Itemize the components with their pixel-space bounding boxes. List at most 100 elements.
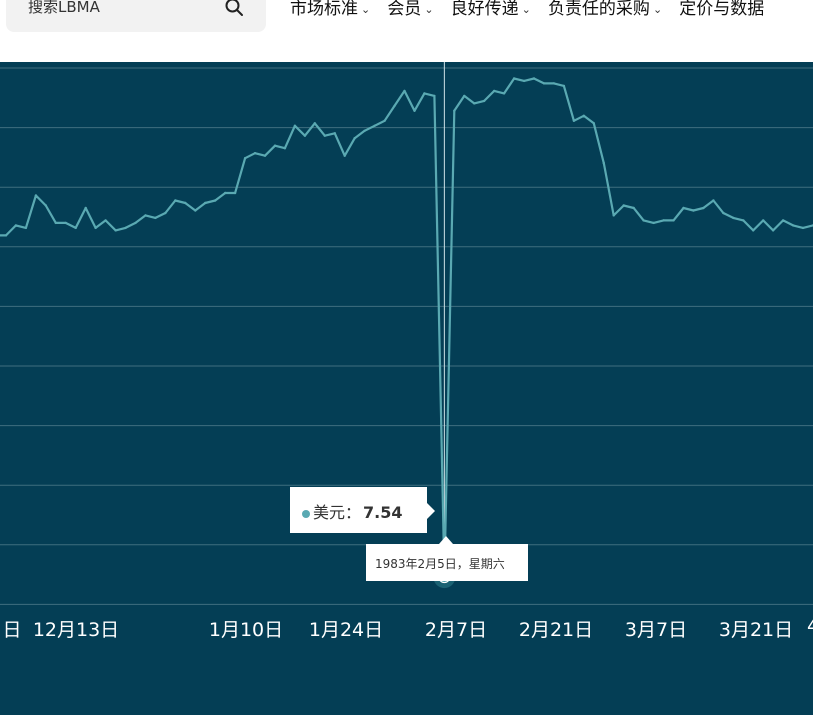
data-point — [562, 84, 566, 88]
main-nav: 市场标准 ⌄ 会员 ⌄ 良好传递 ⌄ 负责任的采购 ⌄ 定价与数据 — [290, 0, 776, 19]
x-tick-label: 日 — [2, 619, 22, 641]
data-point — [333, 132, 336, 135]
data-point — [144, 214, 147, 217]
nav-item-label: 良好传递 — [450, 0, 519, 19]
data-point — [423, 92, 426, 95]
data-point — [184, 201, 187, 205]
data-point — [433, 94, 436, 98]
data-point — [502, 92, 506, 95]
data-point — [24, 226, 28, 230]
data-point — [303, 134, 307, 137]
tooltip-value: 7.54 — [363, 503, 403, 522]
data-point — [712, 199, 715, 202]
tooltip: 美元： 7.54 — [290, 487, 427, 533]
data-point — [154, 216, 157, 220]
tooltip-series-name: 美元 — [313, 503, 346, 522]
data-point — [801, 226, 805, 230]
chevron-down-icon: ⌄ — [361, 2, 371, 16]
x-tick-label: 2月7日 — [424, 619, 488, 641]
data-point — [762, 219, 765, 222]
data-point — [692, 209, 695, 212]
crosshair-date-text: 1983年2月5日，星期六 — [375, 557, 505, 571]
data-point — [114, 229, 117, 232]
data-point — [74, 226, 77, 230]
data-point — [14, 224, 18, 227]
data-point — [124, 226, 127, 230]
crosshair-date-label: 1983年2月5日，星期六 — [366, 544, 528, 581]
data-point — [592, 122, 595, 125]
data-point — [243, 157, 247, 160]
nav-item-responsible-sourcing[interactable]: 负责任的采购 ⌄ — [548, 0, 662, 19]
data-point — [702, 206, 705, 210]
tooltip-arrow — [427, 503, 435, 519]
nav-item-label: 定价与数据 — [679, 0, 765, 19]
data-point — [722, 211, 725, 215]
data-point — [84, 206, 87, 210]
data-point — [263, 154, 267, 157]
chart-background — [0, 62, 813, 715]
data-point — [283, 147, 287, 150]
nav-item-prices-data[interactable]: 定价与数据 — [679, 0, 764, 19]
date-flag-arrow — [439, 536, 453, 544]
data-point — [343, 154, 346, 157]
data-point — [752, 229, 755, 232]
data-point — [313, 122, 316, 125]
search-icon[interactable] — [224, 0, 244, 17]
data-point — [323, 134, 326, 137]
chevron-down-icon: ⌄ — [652, 2, 663, 16]
data-point — [54, 221, 57, 225]
data-point — [214, 199, 217, 202]
search-box[interactable] — [6, 0, 266, 32]
data-point — [204, 201, 207, 205]
data-point — [612, 214, 615, 217]
data-point — [463, 94, 466, 98]
data-point — [383, 119, 386, 123]
data-point — [642, 219, 645, 222]
search-input[interactable] — [28, 0, 218, 18]
nav-item-label: 负责任的采购 — [547, 0, 650, 19]
data-point — [662, 219, 665, 222]
x-tick-label: 2月21日 — [518, 619, 594, 641]
data-point — [373, 124, 376, 128]
chevron-down-icon: ⌄ — [424, 2, 434, 16]
data-point — [652, 221, 655, 225]
data-point — [353, 137, 356, 140]
nav-item-label: 市场标准 — [290, 0, 358, 19]
series-marker-dot — [302, 509, 310, 518]
nav-item-good-delivery[interactable]: 良好传递 ⌄ — [451, 0, 531, 19]
data-point — [233, 191, 237, 195]
data-point — [742, 219, 745, 222]
data-point — [771, 229, 775, 232]
data-point — [174, 199, 177, 202]
x-tick-label: 1月24日 — [308, 619, 384, 641]
data-point — [582, 114, 585, 118]
data-point — [4, 234, 8, 237]
data-point — [224, 191, 227, 195]
chart-gridlines — [0, 67, 813, 605]
data-point — [34, 194, 38, 197]
data-point — [672, 219, 675, 222]
series-points — [4, 77, 813, 579]
data-point — [403, 89, 406, 93]
data-point — [682, 206, 685, 210]
data-point — [194, 209, 197, 212]
data-point — [253, 152, 257, 155]
data-point — [732, 216, 735, 220]
data-point — [453, 109, 456, 113]
nav-item-label: 会员 — [387, 0, 422, 19]
nav-item-market-standards[interactable]: 市场标准 ⌄ — [290, 0, 370, 19]
data-point — [522, 79, 526, 83]
data-point — [622, 204, 625, 207]
data-point — [542, 82, 546, 85]
nav-item-membership[interactable]: 会员 ⌄ — [387, 0, 433, 19]
x-tick-label: 4 — [807, 615, 813, 637]
data-point — [781, 219, 785, 222]
data-point — [273, 144, 277, 147]
data-point — [363, 129, 366, 132]
chevron-down-icon: ⌄ — [521, 2, 531, 16]
x-tick-label: 3月7日 — [624, 619, 688, 641]
data-point — [64, 221, 67, 225]
x-tick-label: 1月10日 — [208, 619, 284, 641]
data-point — [572, 119, 576, 123]
